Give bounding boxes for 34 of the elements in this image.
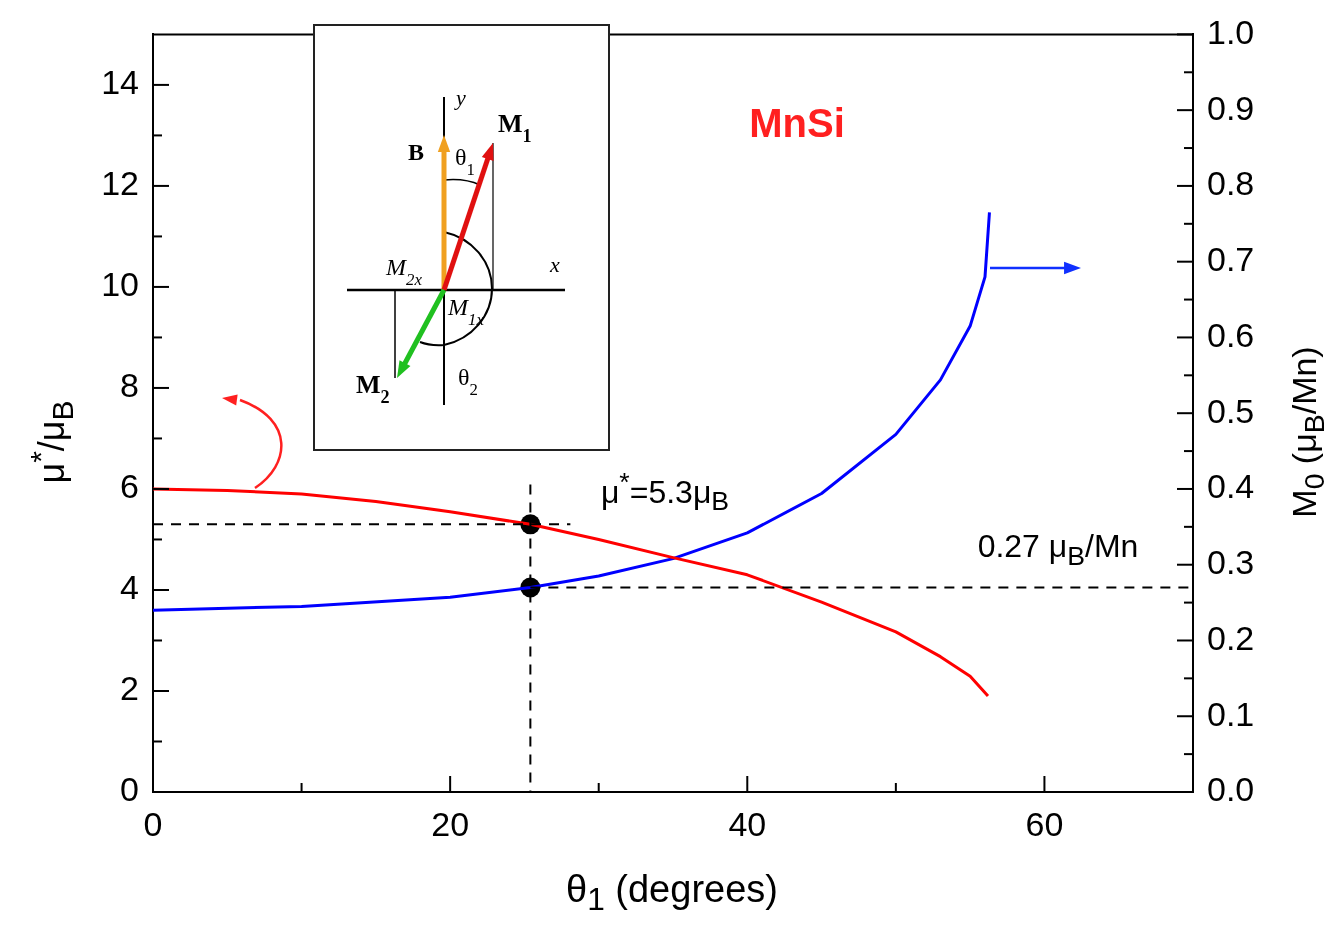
y2-tick-label: 0.4 bbox=[1207, 467, 1255, 506]
x-tick-label: 40 bbox=[728, 804, 767, 843]
y-tick-label: 0 bbox=[120, 770, 139, 809]
y2-tick-label: 0.6 bbox=[1207, 315, 1255, 354]
y-tick-label: 12 bbox=[101, 164, 139, 203]
y2-tick-label: 0.1 bbox=[1207, 694, 1255, 733]
y-tick-label: 2 bbox=[120, 669, 139, 708]
y2-tick-label: 0.5 bbox=[1207, 391, 1255, 430]
x-tick-label: 60 bbox=[1025, 804, 1064, 843]
y2-tick-label: 1.0 bbox=[1207, 12, 1255, 51]
annotation: B bbox=[408, 139, 425, 165]
annotation: M$_{2}$ bbox=[356, 370, 390, 407]
annotation: 0.27 μ$_{B}$/Mn bbox=[977, 528, 1139, 571]
annotation: MnSi bbox=[749, 101, 845, 145]
y2-tick-label: 0.8 bbox=[1207, 164, 1255, 203]
y-tick-label: 14 bbox=[101, 63, 139, 102]
annotation: M$_{1}$ bbox=[498, 109, 532, 146]
y2-tick-label: 0.9 bbox=[1207, 88, 1255, 127]
annotation: θ$_{2}$ bbox=[458, 364, 478, 399]
y2-tick-label: 0.7 bbox=[1207, 240, 1255, 279]
y2-tick-label: 0.2 bbox=[1207, 618, 1255, 657]
annotation: θ$_{1}$ bbox=[455, 144, 475, 179]
y-tick-label: 6 bbox=[120, 467, 139, 506]
annotation: x bbox=[549, 252, 560, 277]
y-tick-label: 4 bbox=[120, 568, 139, 607]
x-axis-title: θ$_{1}$ (degrees) bbox=[566, 867, 778, 918]
y-tick-label: 10 bbox=[101, 265, 139, 304]
y-tick-label: 8 bbox=[120, 366, 139, 405]
annotation: M$_{2x}$ bbox=[385, 254, 423, 289]
y2-tick-label: 0.3 bbox=[1207, 543, 1255, 582]
x-tick-label: 20 bbox=[431, 804, 470, 843]
y2-tick-label: 0.0 bbox=[1207, 770, 1255, 809]
annotation: μ$^{*}$=5.3μ$_{B}$ bbox=[600, 467, 730, 517]
annotation: y bbox=[454, 85, 466, 110]
